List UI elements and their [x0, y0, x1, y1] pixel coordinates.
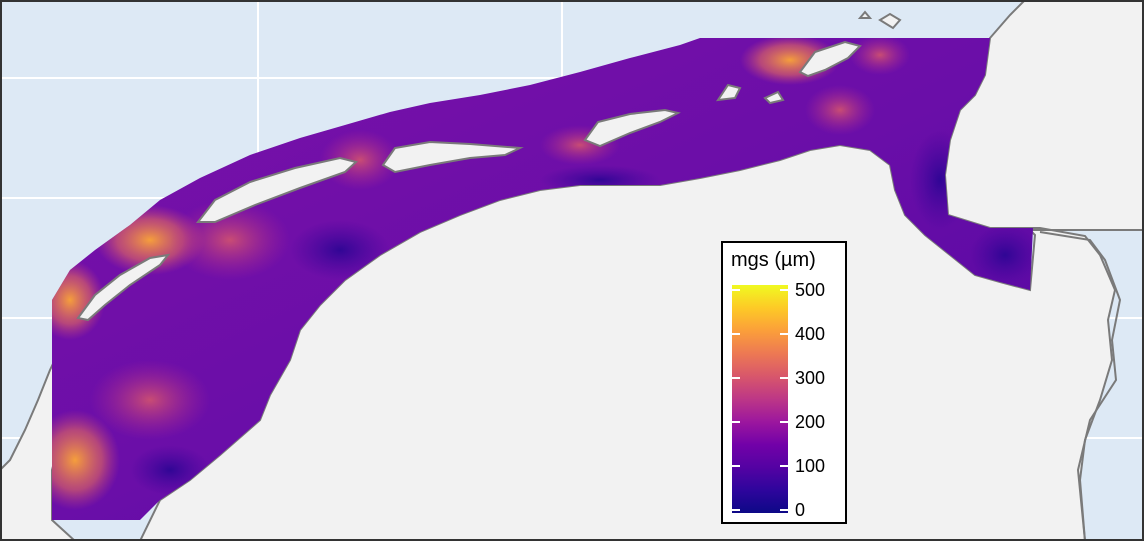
legend-label-300: 300 [795, 368, 826, 388]
legend-label-0: 0 [795, 500, 806, 520]
island-schiermonnikoog [798, 40, 862, 78]
island-small-1 [715, 83, 742, 102]
legend-label-100: 100 [795, 456, 826, 476]
wadden-islands [76, 10, 902, 322]
colorbar-legend: mgs (µm) 500 400 300 200 100 0 [721, 241, 847, 524]
legend-label-400: 400 [795, 324, 826, 344]
legend-label-200: 200 [795, 412, 826, 432]
island-small-2 [763, 90, 785, 105]
island-ameland [583, 108, 681, 148]
legend-label-500: 500 [795, 280, 826, 300]
legend-title: mgs (µm) [731, 249, 816, 271]
island-small-4 [857, 10, 873, 19]
island-terschelling [381, 140, 524, 174]
colorbar-gradient [732, 285, 788, 513]
island-vlieland [195, 156, 359, 223]
border-line [1039, 231, 1122, 541]
island-texel [76, 253, 171, 322]
island-small-3 [878, 12, 902, 30]
